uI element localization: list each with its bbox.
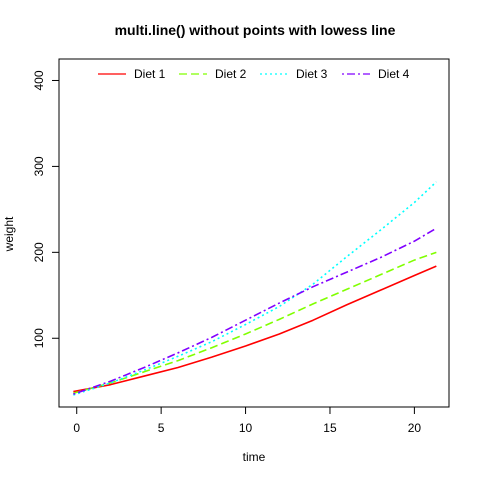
y-tick-label: 200 [32,242,46,262]
x-axis-label: time [243,450,266,464]
y-tick-label: 400 [32,70,46,90]
x-tick-label: 10 [239,421,253,435]
legend-label: Diet 3 [296,67,328,81]
series-line-3 [73,181,437,396]
series-layer [73,181,437,396]
y-axis-label: weight [2,216,16,252]
legend-label: Diet 1 [134,67,166,81]
y-tick-label: 100 [32,328,46,348]
y-tick-label: 300 [32,156,46,176]
x-tick-label: 20 [408,421,422,435]
series-line-4 [73,227,437,395]
chart-title: multi.line() without points with lowess … [115,22,396,38]
legend: Diet 1 Diet 2 Diet 3 Diet 4 [98,67,410,81]
series-line-1 [73,265,437,393]
y-axis: 100 200 300 400 [32,70,60,348]
legend-label: Diet 4 [378,67,410,81]
x-tick-label: 5 [158,421,165,435]
x-tick-label: 15 [323,421,337,435]
legend-label: Diet 2 [215,67,247,81]
x-tick-label: 0 [73,421,80,435]
x-axis: 0 5 10 15 20 [73,406,422,435]
